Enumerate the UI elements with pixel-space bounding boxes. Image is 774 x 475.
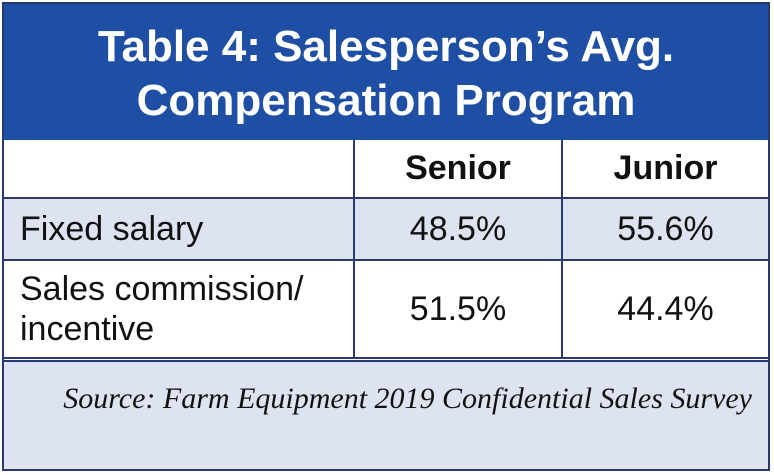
table-row-fixed-salary: Fixed salary 48.5% 55.6% bbox=[4, 197, 768, 261]
source-note: Source: Farm Equipment 2019 Confidential… bbox=[4, 360, 768, 469]
header-cell-empty bbox=[4, 140, 355, 199]
table-title-line-1: Table 4: Salesperson’s Avg. bbox=[97, 22, 675, 71]
header-cell-junior: Junior bbox=[561, 140, 768, 199]
cell-fixed-salary-junior: 55.6% bbox=[561, 197, 768, 261]
table-header-row: Senior Junior bbox=[4, 140, 768, 199]
compensation-table: Senior Junior Fixed salary 48.5% 55.6% S… bbox=[4, 140, 768, 359]
row-label-fixed-salary: Fixed salary bbox=[4, 197, 355, 261]
table-figure: Table 4: Salesperson’s Avg. Compensation… bbox=[2, 2, 770, 471]
table-title-line-2: Compensation Program bbox=[136, 76, 636, 125]
table-row-sales-commission: Sales commission/ incentive 51.5% 44.4% bbox=[4, 259, 768, 359]
table-title: Table 4: Salesperson’s Avg. Compensation… bbox=[4, 4, 768, 140]
cell-sales-commission-senior: 51.5% bbox=[353, 259, 563, 359]
row-label-sales-commission: Sales commission/ incentive bbox=[4, 259, 355, 359]
cell-fixed-salary-senior: 48.5% bbox=[353, 197, 563, 261]
cell-sales-commission-junior: 44.4% bbox=[561, 259, 768, 359]
header-cell-senior: Senior bbox=[353, 140, 563, 199]
